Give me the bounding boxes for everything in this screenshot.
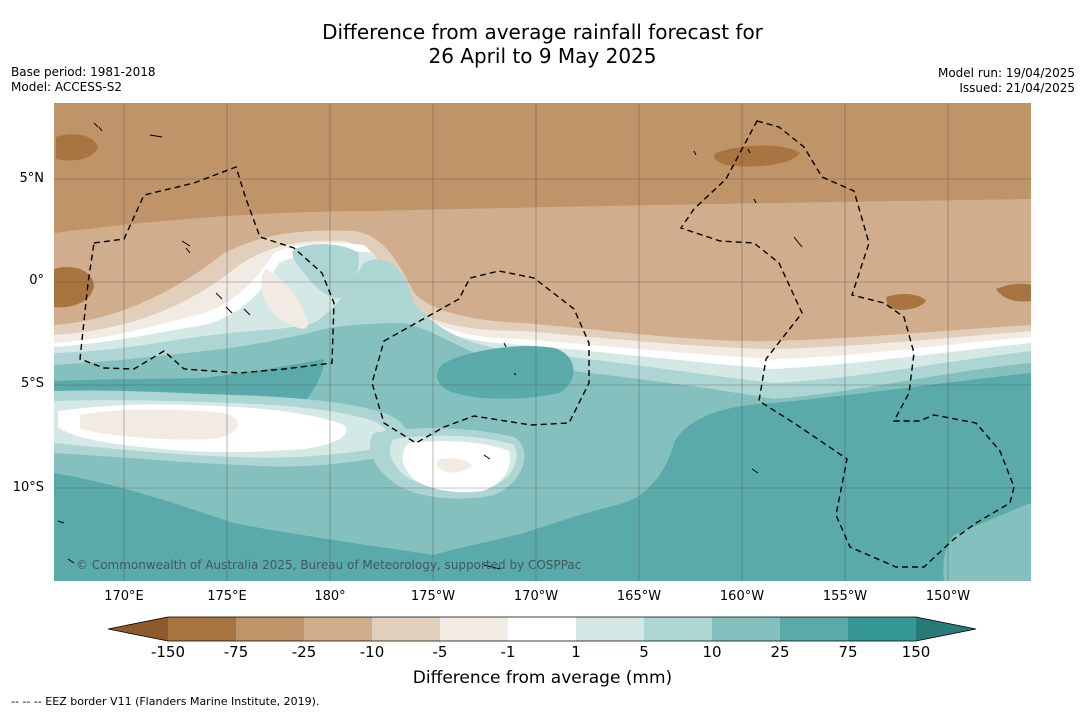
zone-sw-near-dry [80,409,238,440]
rainfall-anomaly-map: © Commonwealth of Australia 2025, Bureau… [54,103,1031,581]
meta-left: Base period: 1981-2018 Model: ACCESS-S2 [11,65,156,95]
zone-se-moderately-wet [943,503,1031,581]
lon-label-175e: 175°E [207,589,247,604]
zone-n-slightly-wet [292,244,359,298]
colorbar-tick-9: 10 [702,643,722,661]
lon-label-155w: 155°W [822,589,868,604]
base-period: Base period: 1981-2018 [11,65,156,79]
colorbar-tick-12: 150 [901,643,931,661]
lon-label-160w: 160°W [719,589,765,604]
colorbar-bin-7 [576,617,644,641]
zone-very-dry-5 [996,283,1031,302]
colorbar-bin-10 [780,617,848,641]
model-run: Model run: 19/04/2025 [937,66,1075,80]
colorbar-bin-8 [644,617,712,641]
zone-s-near-dry [436,458,472,473]
gridlines [54,103,1031,581]
colorbar-bin-4 [372,617,440,641]
colorbar-tick-7: 1 [571,643,581,661]
colorbar-bin-3 [304,617,372,641]
lon-label-170e: 170°E [104,589,144,604]
colorbar [108,616,977,642]
colorbar-tick-4: -10 [359,643,385,661]
title-line-2: 26 April to 9 May 2025 [428,44,657,68]
zone-wet-south [54,473,434,581]
zone-wet-pocket [437,346,574,399]
colorbar-title: Difference from average (mm) [412,668,673,688]
colorbar-tick-5: -5 [432,643,448,661]
zone-n-near-dry [261,269,308,329]
zone-wet-east [434,373,1031,581]
lat-label-5n: 5°N [19,171,45,186]
colorbar-tick-3: -25 [291,643,317,661]
eez-borders [79,120,1015,568]
colorbar-bin-2 [236,617,304,641]
lon-label-165w: 165°W [616,589,662,604]
lon-label-175w: 175°W [410,589,456,604]
colorbar-bin-9 [712,617,780,641]
issued-date: Issued: 21/04/2025 [959,81,1075,95]
lat-label-10s: 10°S [12,480,44,495]
copyright-text: © Commonwealth of Australia 2025, Bureau… [76,558,581,572]
lat-label-5s: 5°S [20,376,44,391]
colorbar-extend-wet [916,617,976,641]
island-outlines [57,122,803,570]
model-name: Model: ACCESS-S2 [11,80,123,94]
meta-right: Model run: 19/04/2025 Issued: 21/04/2025 [938,66,1075,96]
colorbar-extend-dry [108,617,168,641]
lon-label-180: 180° [314,589,346,604]
title-line-1: Difference from average rainfall forecas… [322,20,763,44]
colorbar-bin-6 [508,617,576,641]
lon-label-150w: 150°W [925,589,971,604]
colorbar-bin-11 [848,617,916,641]
colorbar-tick-10: 25 [770,643,790,661]
zone-very-dry-4 [886,294,926,310]
colorbar-tick-8: 5 [639,643,649,661]
colorbar-tick-6: -1 [500,643,516,661]
colorbar-tick-1: -150 [150,643,186,661]
map-title: Difference from average rainfall forecas… [0,20,1085,68]
colorbar-bin-5 [440,617,508,641]
colorbar-bin-1 [168,617,236,641]
colorbar-tick-11: 75 [838,643,858,661]
zone-very-dry-3 [54,267,94,308]
eez-footnote: -- -- -- EEZ border V11 (Flanders Marine… [11,695,320,708]
lat-label-0: 0° [29,273,44,288]
colorbar-tick-2: -75 [223,643,249,661]
zone-very-dry-2 [714,145,800,167]
zone-very-dry-1 [56,134,98,161]
lon-label-170w: 170°W [513,589,559,604]
